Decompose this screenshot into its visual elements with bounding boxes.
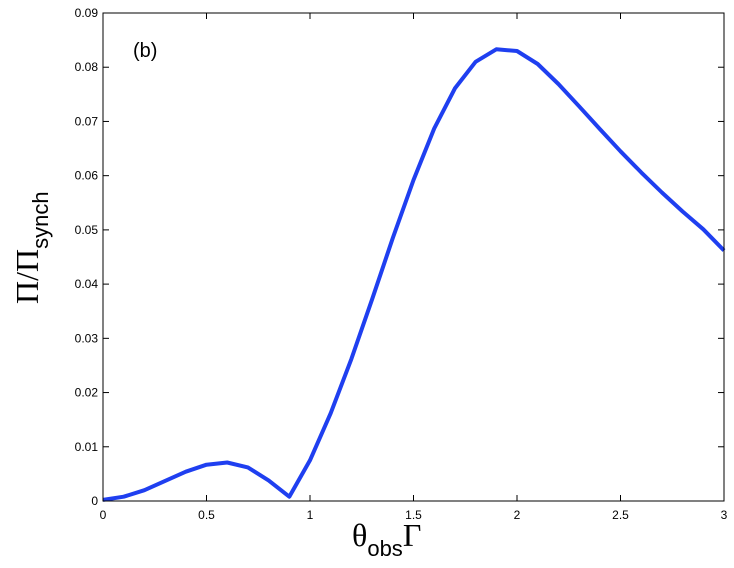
y-tick-label: 0.07 (75, 114, 99, 128)
x-tick-label: 3 (721, 508, 728, 522)
plot-background (103, 13, 724, 501)
series-line (102, 47, 726, 502)
x-tick-label: 0.5 (198, 508, 215, 522)
x-tick-label: 2.5 (612, 508, 629, 522)
x-tick-label: 1 (307, 508, 314, 522)
y-tick-label: 0.06 (75, 169, 99, 183)
x-tick-label: 0 (100, 508, 107, 522)
y-tick-label: 0.01 (75, 440, 99, 454)
y-axis-title-subscript: synch (28, 191, 53, 248)
x-tick-label: 2 (514, 508, 521, 522)
x-axis-title-suffix: Γ (403, 517, 422, 553)
panel-annotation: (b) (133, 40, 157, 62)
y-tick-label: 0 (91, 494, 98, 508)
x-tick-label: 1.5 (405, 508, 422, 522)
x-axis-title-subscript: obs (367, 536, 402, 561)
plot-frame (102, 12, 725, 502)
y-tick-label: 0.02 (75, 386, 99, 400)
x-axis-title-main: θ (352, 517, 367, 553)
y-tick-label: 0.09 (75, 6, 99, 20)
y-tick-label: 0.08 (75, 60, 99, 74)
y-tick-label: 0.05 (75, 223, 99, 237)
y-tick-label: 0.04 (75, 277, 99, 291)
y-tick-label: 0.03 (75, 331, 99, 345)
series-layer (102, 47, 726, 502)
y-axis-title: Π/Πsynch (9, 191, 53, 304)
x-axis-title: θobsΓ (352, 517, 421, 561)
axis-ticks: 0 0.5 1 1.5 2 2.5 3 0 0.01 0.02 0.03 0.04 0.05 0.06 0.… (75, 6, 728, 522)
y-axis-title-main: Π/Π (9, 249, 45, 304)
